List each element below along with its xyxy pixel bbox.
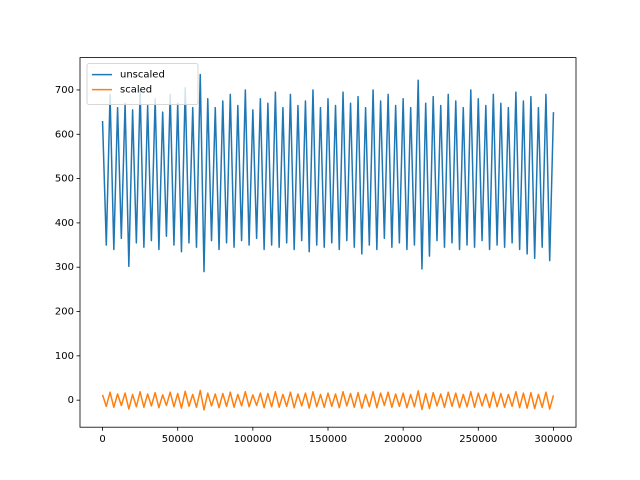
x-tick-label: 200000 [384,434,422,445]
y-tick-label: 700 [55,85,74,96]
legend-box [86,63,199,105]
x-tick-label: 0 [99,434,105,445]
x-tick-label: 250000 [459,434,497,445]
y-tick-label: 300 [55,262,74,273]
y-tick-label: 400 [55,218,74,229]
y-tick-label: 200 [55,307,74,318]
y-tick-label: 600 [55,129,74,140]
y-tick-label: 500 [55,174,74,185]
x-tick-label: 300000 [534,434,572,445]
x-tick-label: 50000 [162,434,194,445]
x-tick-label: 100000 [234,434,272,445]
y-tick-label: 100 [55,351,74,362]
legend-label: scaled [120,85,152,96]
x-tick-label: 150000 [309,434,347,445]
series-line [101,389,555,411]
y-tick-label: 0 [68,395,74,406]
legend-label: unscaled [120,70,165,81]
